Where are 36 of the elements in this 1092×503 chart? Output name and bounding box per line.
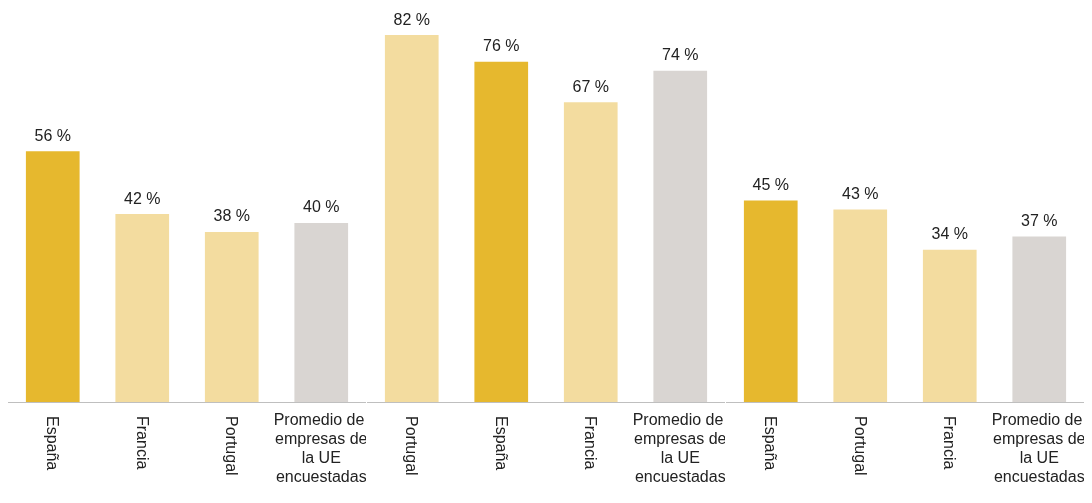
data-label: 43 %	[842, 185, 879, 203]
bar	[653, 70, 708, 402]
data-label: 45 %	[752, 176, 789, 194]
bar	[384, 35, 439, 402]
bar	[563, 102, 618, 402]
x-tick-label: Portugal	[223, 416, 241, 476]
data-label: 42 %	[124, 189, 161, 207]
data-label: 56 %	[34, 126, 71, 144]
bar	[922, 249, 977, 402]
x-tick-label: Promedio de empresas de la UE encuestadas	[991, 411, 1087, 485]
data-label: 82 %	[393, 10, 430, 28]
x-tick-label: España	[44, 416, 62, 471]
bar	[474, 61, 529, 402]
x-tick-label: Portugal	[851, 416, 869, 476]
bar	[1012, 236, 1067, 402]
data-label: 74 %	[662, 46, 699, 64]
x-tick-label: Francia	[941, 416, 959, 470]
data-label: 67 %	[572, 77, 609, 95]
data-label: 34 %	[931, 225, 968, 243]
bar	[294, 222, 349, 402]
data-label: 38 %	[213, 207, 250, 225]
data-label: 40 %	[303, 198, 340, 216]
data-label: 37 %	[1021, 211, 1058, 229]
bar	[204, 231, 259, 402]
x-tick-label: Promedio de empresas de la UE encuestadas	[632, 411, 728, 485]
x-tick-label: España	[492, 416, 510, 471]
bar	[115, 214, 170, 402]
x-tick-label: Promedio de empresas de la UE encuestadas	[273, 411, 369, 485]
x-tick-label: Francia	[582, 416, 600, 470]
x-tick-label: España	[762, 416, 780, 471]
bar	[25, 151, 80, 402]
bar	[833, 209, 888, 402]
data-label: 76 %	[483, 37, 520, 55]
x-tick-label: Francia	[133, 416, 151, 470]
bar	[743, 200, 798, 402]
x-tick-label: Portugal	[403, 416, 421, 476]
